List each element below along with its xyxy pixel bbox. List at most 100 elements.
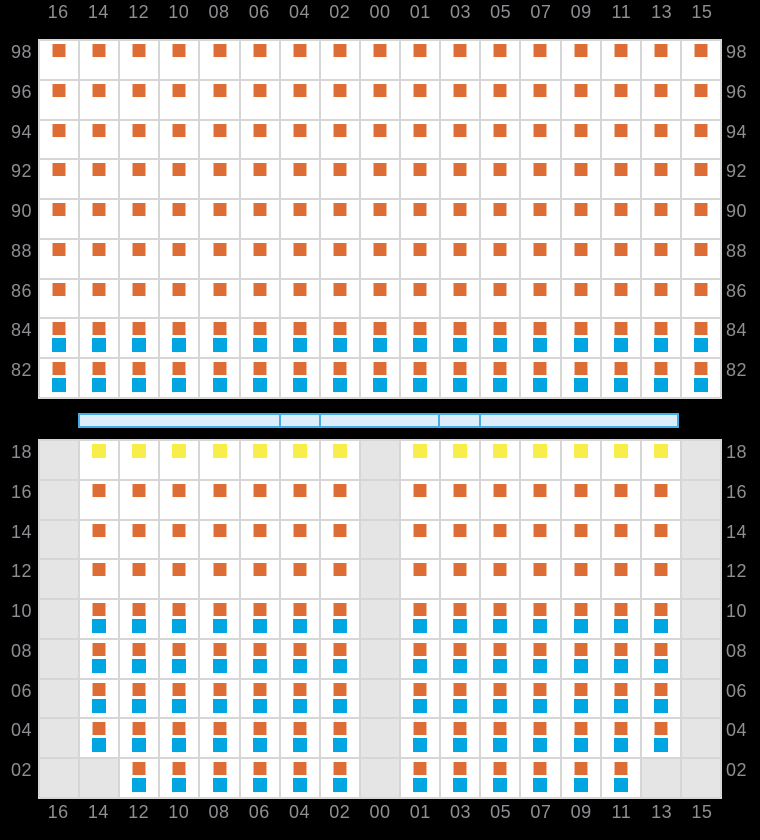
cell-r88-12[interactable] bbox=[120, 239, 159, 278]
cell-r14-08[interactable] bbox=[200, 520, 239, 559]
cell-r90-02[interactable] bbox=[320, 200, 359, 238]
cell-r04-11[interactable] bbox=[601, 719, 640, 758]
cell-r06-10[interactable] bbox=[160, 679, 199, 718]
cell-r94-01[interactable] bbox=[401, 120, 440, 159]
cell-r94-02[interactable] bbox=[320, 120, 359, 159]
cell-r90-10[interactable] bbox=[160, 200, 199, 238]
cell-r94-12[interactable] bbox=[120, 120, 159, 159]
cell-r14-04[interactable] bbox=[280, 520, 319, 559]
cell-r06-08[interactable] bbox=[200, 679, 239, 718]
cell-r12-08[interactable] bbox=[200, 560, 239, 599]
cell-r84-00[interactable] bbox=[360, 319, 400, 358]
cell-r12-04[interactable] bbox=[280, 560, 319, 599]
cell-r04-09[interactable] bbox=[561, 719, 600, 758]
cell-r94-14[interactable] bbox=[80, 120, 119, 159]
cell-r84-16[interactable] bbox=[40, 319, 79, 358]
cell-r10-09[interactable] bbox=[561, 600, 600, 638]
cell-r12-06[interactable] bbox=[240, 560, 279, 599]
cell-r84-10[interactable] bbox=[160, 319, 199, 358]
cell-r10-02[interactable] bbox=[320, 600, 359, 638]
cell-r10-01[interactable] bbox=[401, 600, 440, 638]
cell-r16-12[interactable] bbox=[120, 480, 159, 519]
cell-r94-11[interactable] bbox=[601, 120, 640, 159]
cell-r14-03[interactable] bbox=[441, 520, 480, 559]
cell-r12-07[interactable] bbox=[521, 560, 560, 599]
cell-r18-11[interactable] bbox=[601, 441, 640, 479]
cell-r12-11[interactable] bbox=[601, 560, 640, 599]
cell-r96-02[interactable] bbox=[320, 80, 359, 119]
cell-r98-12[interactable] bbox=[120, 41, 159, 79]
cell-r92-15[interactable] bbox=[681, 160, 720, 199]
cell-r82-01[interactable] bbox=[401, 359, 440, 397]
cell-r12-02[interactable] bbox=[320, 560, 359, 599]
cell-r86-07[interactable] bbox=[521, 279, 560, 318]
cell-r16-01[interactable] bbox=[401, 480, 440, 519]
cell-r88-05[interactable] bbox=[481, 239, 520, 278]
cell-r82-07[interactable] bbox=[521, 359, 560, 397]
cell-r92-03[interactable] bbox=[441, 160, 480, 199]
cell-r86-15[interactable] bbox=[681, 279, 720, 318]
cell-r86-16[interactable] bbox=[40, 279, 79, 318]
cell-r90-14[interactable] bbox=[80, 200, 119, 238]
cell-r16-10[interactable] bbox=[160, 480, 199, 519]
cell-r88-13[interactable] bbox=[641, 239, 680, 278]
cell-r98-07[interactable] bbox=[521, 41, 560, 79]
cell-r04-05[interactable] bbox=[481, 719, 520, 758]
cell-r02-06[interactable] bbox=[240, 759, 279, 797]
cell-r90-01[interactable] bbox=[401, 200, 440, 238]
cell-r98-00[interactable] bbox=[360, 41, 400, 79]
cell-r16-04[interactable] bbox=[280, 480, 319, 519]
cell-r10-08[interactable] bbox=[200, 600, 239, 638]
cell-r06-13[interactable] bbox=[641, 679, 680, 718]
cell-r10-05[interactable] bbox=[481, 600, 520, 638]
cell-r04-12[interactable] bbox=[120, 719, 159, 758]
cell-r98-06[interactable] bbox=[240, 41, 279, 79]
cell-r10-14[interactable] bbox=[80, 600, 119, 638]
cell-r94-03[interactable] bbox=[441, 120, 480, 159]
cell-r84-15[interactable] bbox=[681, 319, 720, 358]
cell-r86-06[interactable] bbox=[240, 279, 279, 318]
cell-r82-06[interactable] bbox=[240, 359, 279, 397]
cell-r04-04[interactable] bbox=[280, 719, 319, 758]
cell-r92-09[interactable] bbox=[561, 160, 600, 199]
cell-r98-11[interactable] bbox=[601, 41, 640, 79]
cell-r84-03[interactable] bbox=[441, 319, 480, 358]
cell-r86-05[interactable] bbox=[481, 279, 520, 318]
cell-r90-13[interactable] bbox=[641, 200, 680, 238]
cell-r90-16[interactable] bbox=[40, 200, 79, 238]
cell-r18-06[interactable] bbox=[240, 441, 279, 479]
cell-r02-04[interactable] bbox=[280, 759, 319, 797]
cell-r88-00[interactable] bbox=[360, 239, 400, 278]
cell-r96-11[interactable] bbox=[601, 80, 640, 119]
cell-r14-10[interactable] bbox=[160, 520, 199, 559]
cell-r84-13[interactable] bbox=[641, 319, 680, 358]
cell-r14-05[interactable] bbox=[481, 520, 520, 559]
cell-r86-12[interactable] bbox=[120, 279, 159, 318]
cell-r02-12[interactable] bbox=[120, 759, 159, 797]
cell-r82-15[interactable] bbox=[681, 359, 720, 397]
cell-r96-01[interactable] bbox=[401, 80, 440, 119]
cell-r94-08[interactable] bbox=[200, 120, 239, 159]
cell-r98-15[interactable] bbox=[681, 41, 720, 79]
cell-r96-13[interactable] bbox=[641, 80, 680, 119]
cell-r96-07[interactable] bbox=[521, 80, 560, 119]
cell-r04-01[interactable] bbox=[401, 719, 440, 758]
cell-r94-05[interactable] bbox=[481, 120, 520, 159]
cell-r16-05[interactable] bbox=[481, 480, 520, 519]
cell-r92-11[interactable] bbox=[601, 160, 640, 199]
cell-r86-04[interactable] bbox=[280, 279, 319, 318]
cell-r96-15[interactable] bbox=[681, 80, 720, 119]
cell-r90-05[interactable] bbox=[481, 200, 520, 238]
cell-r08-04[interactable] bbox=[280, 639, 319, 678]
cell-r04-13[interactable] bbox=[641, 719, 680, 758]
cell-r88-04[interactable] bbox=[280, 239, 319, 278]
cell-r96-06[interactable] bbox=[240, 80, 279, 119]
cell-r92-12[interactable] bbox=[120, 160, 159, 199]
cell-r88-06[interactable] bbox=[240, 239, 279, 278]
scrollbar[interactable] bbox=[78, 413, 679, 428]
cell-r98-16[interactable] bbox=[40, 41, 79, 79]
cell-r92-01[interactable] bbox=[401, 160, 440, 199]
cell-r16-06[interactable] bbox=[240, 480, 279, 519]
cell-r12-13[interactable] bbox=[641, 560, 680, 599]
cell-r10-10[interactable] bbox=[160, 600, 199, 638]
